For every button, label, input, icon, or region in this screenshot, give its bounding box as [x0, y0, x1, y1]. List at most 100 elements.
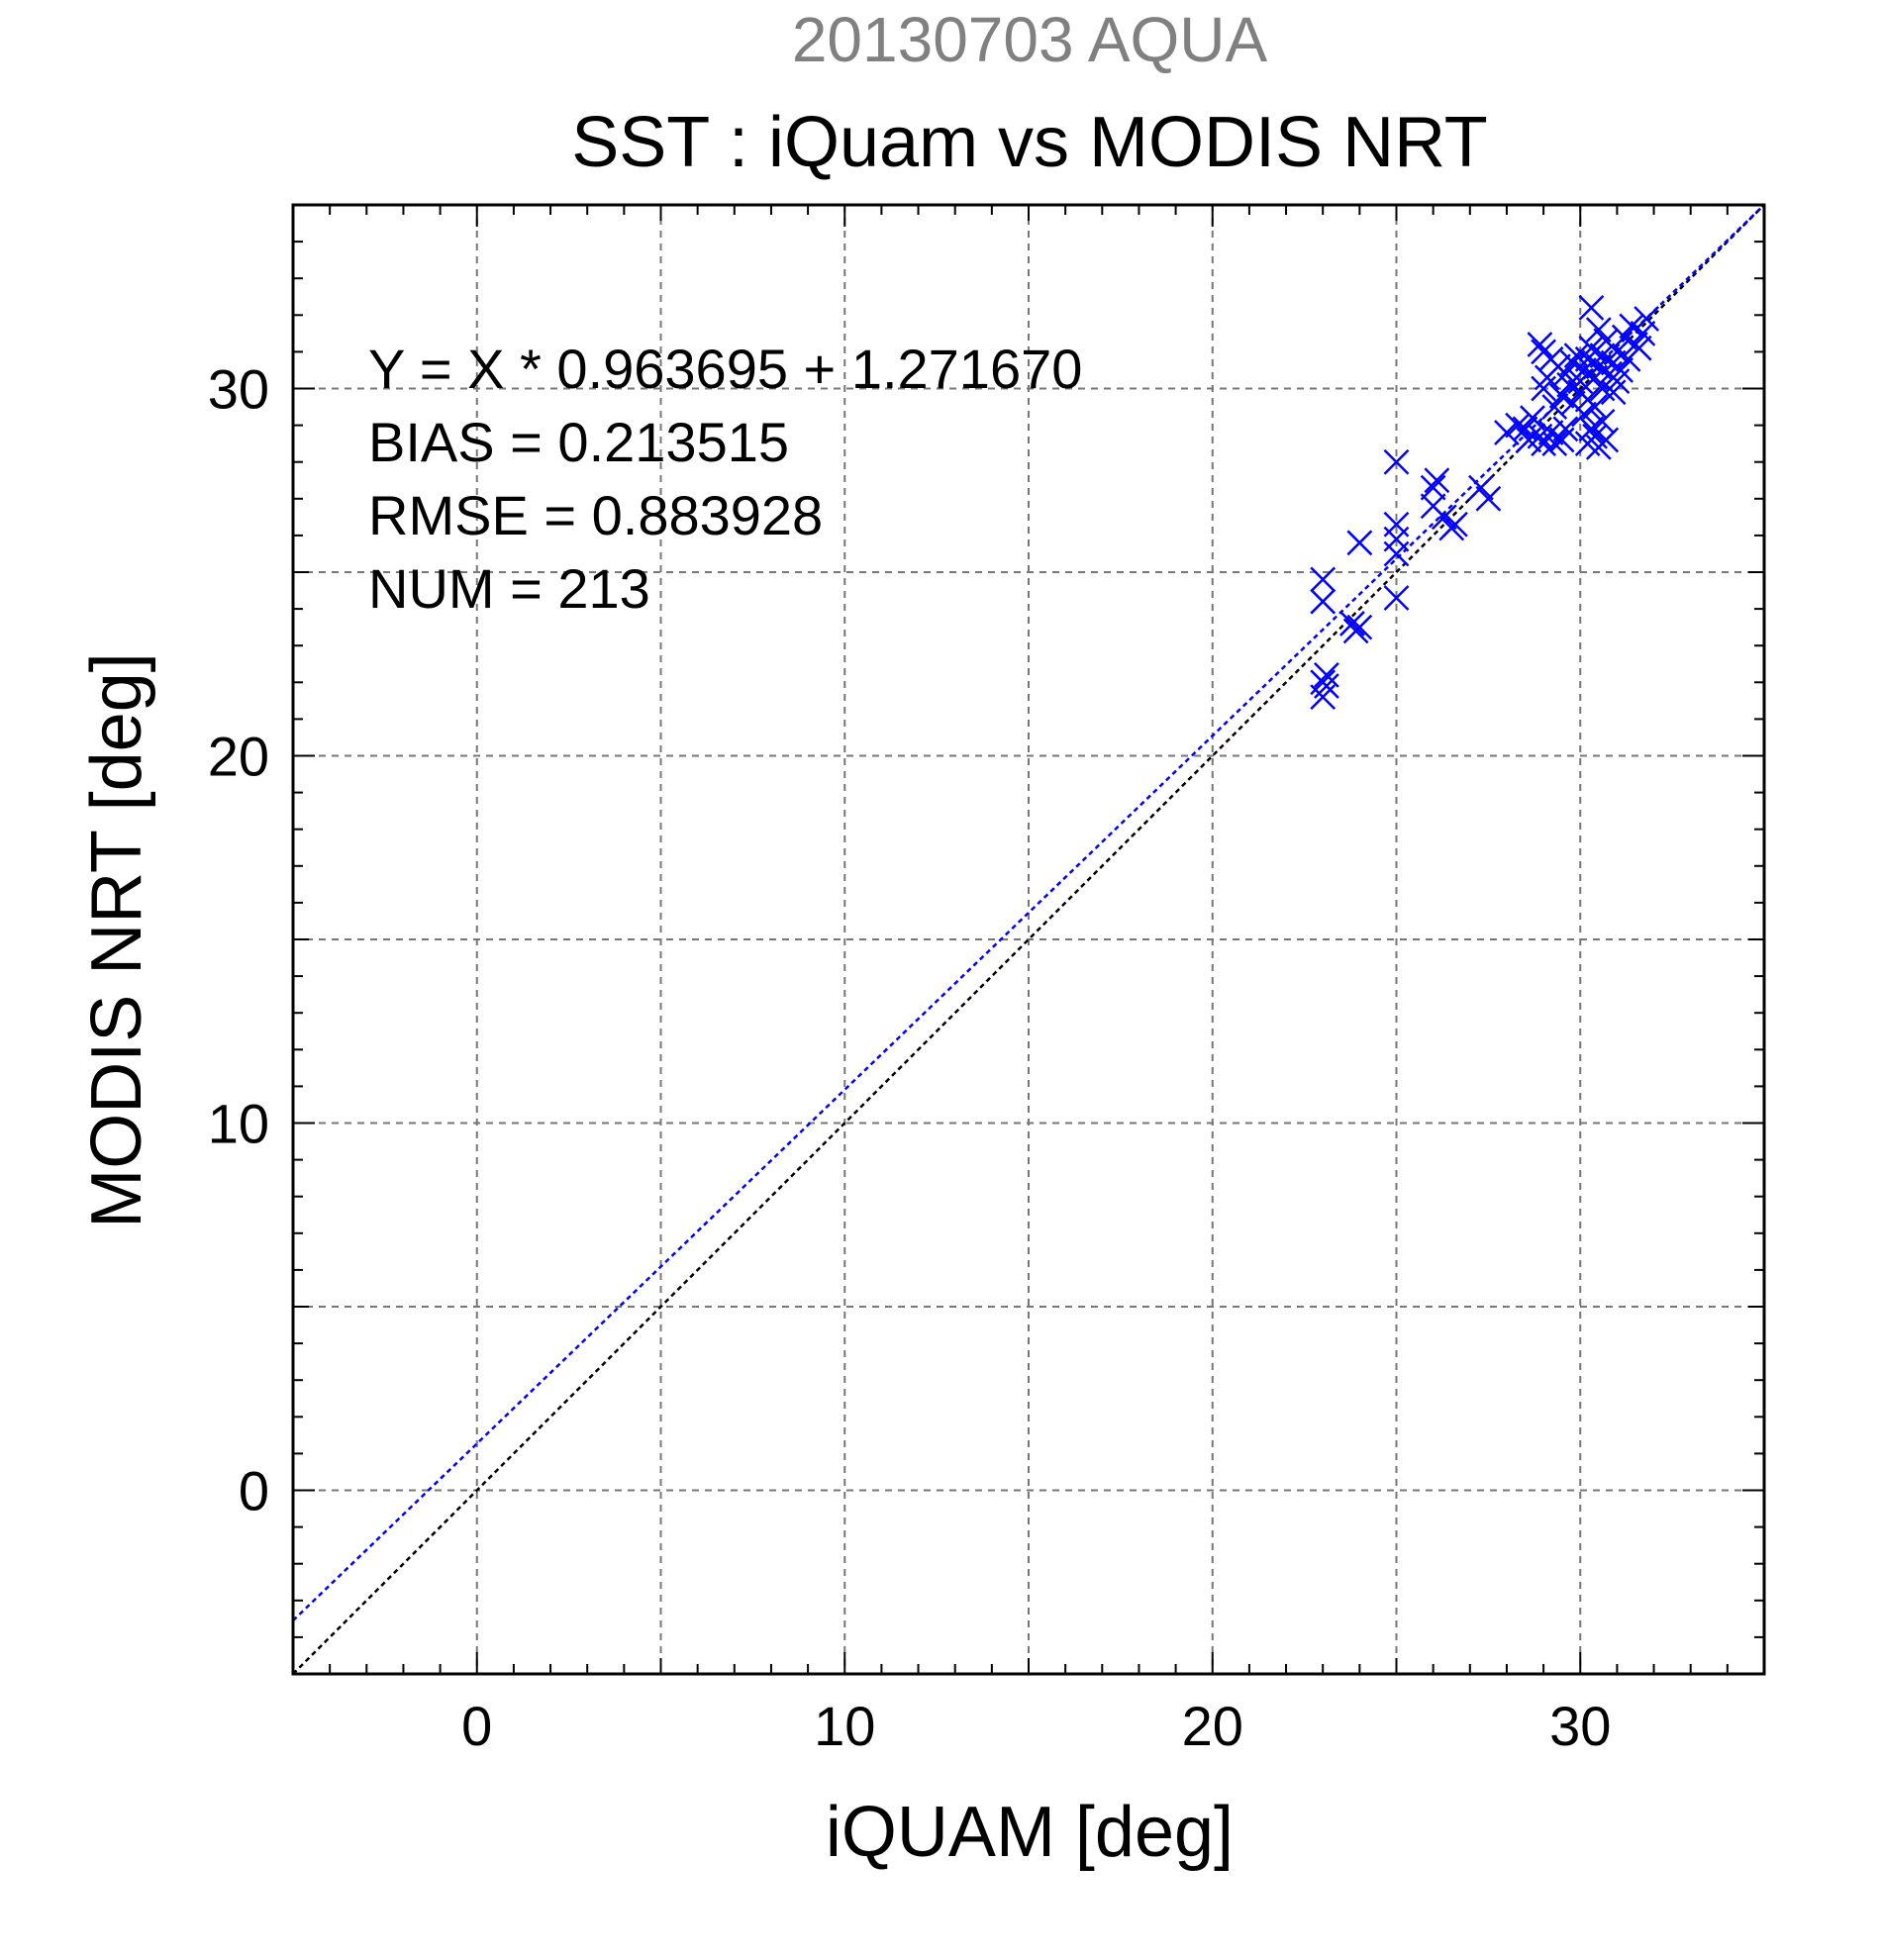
data-point	[1383, 540, 1410, 567]
data-point-stroke	[1537, 420, 1564, 445]
data-point-stroke	[1339, 611, 1365, 637]
data-point	[1578, 294, 1605, 321]
data-points	[1310, 294, 1660, 711]
data-point-stroke	[1505, 412, 1531, 439]
data-point	[1582, 394, 1608, 420]
data-point-stroke	[1531, 375, 1556, 402]
data-point	[1578, 335, 1605, 361]
data-point	[1346, 530, 1373, 556]
data-point	[1630, 320, 1656, 346]
data-point-stroke	[1611, 324, 1637, 350]
data-point	[1531, 375, 1556, 402]
data-point-stroke	[1541, 431, 1568, 457]
data-point-stroke	[1589, 343, 1616, 368]
data-point-stroke	[1571, 401, 1597, 428]
data-point-stroke	[1512, 416, 1538, 442]
data-point-stroke	[1552, 416, 1579, 442]
x-tick-label: 0	[461, 1695, 492, 1757]
data-point-stroke	[1559, 349, 1586, 376]
data-point	[1600, 379, 1627, 406]
annotation-rmse: RMSE = 0.883928	[368, 484, 823, 546]
data-point-stroke	[1442, 511, 1468, 538]
x-tick-label: 20	[1182, 1695, 1243, 1757]
data-point	[1527, 332, 1553, 357]
regression-line	[292, 204, 1765, 1621]
data-point-stroke	[1600, 379, 1627, 406]
data-point	[1442, 511, 1468, 538]
data-point-stroke	[1342, 618, 1369, 644]
data-point-stroke	[1314, 661, 1339, 688]
data-point-stroke	[1589, 409, 1616, 435]
data-point-stroke	[1578, 416, 1605, 442]
y-axis-label: MODIS NRT [deg]	[77, 652, 156, 1228]
data-point	[1552, 416, 1579, 442]
data-point-stroke	[1310, 566, 1336, 593]
data-point-stroke	[1626, 335, 1652, 361]
data-point-stroke	[1630, 320, 1656, 346]
y-tick-label: 20	[208, 726, 269, 788]
x-axis-label: iQUAM [deg]	[826, 1793, 1234, 1872]
data-point-stroke	[1383, 448, 1410, 475]
data-point-stroke	[1310, 588, 1336, 615]
data-point	[1574, 431, 1601, 457]
plot-frame	[291, 203, 1766, 1676]
data-point	[1383, 585, 1410, 611]
data-point-stroke	[1585, 317, 1612, 343]
data-point	[1310, 684, 1336, 711]
data-point-stroke	[1420, 474, 1446, 501]
annotation-num: NUM = 213	[368, 557, 650, 620]
data-point	[1626, 335, 1652, 361]
y-tick-label: 0	[239, 1460, 269, 1522]
data-point	[1339, 611, 1365, 637]
data-point	[1571, 401, 1597, 428]
data-point	[1589, 343, 1616, 368]
annotation-regression: Y = X * 0.963695 + 1.271670	[368, 338, 1082, 400]
data-point-stroke	[1578, 294, 1605, 321]
data-point	[1342, 618, 1369, 644]
x-tick-label: 30	[1549, 1695, 1611, 1757]
chart-subtitle: 20130703 AQUA	[792, 4, 1268, 75]
data-point-stroke	[1431, 504, 1457, 531]
data-point	[1475, 485, 1502, 512]
data-point-stroke	[1346, 530, 1373, 556]
data-point	[1431, 504, 1457, 531]
tick-marks	[293, 205, 1764, 1674]
data-point	[1310, 588, 1336, 615]
chart-title: SST : iQuam vs MODIS NRT	[571, 103, 1488, 182]
data-point	[1383, 448, 1410, 475]
data-point	[1608, 357, 1634, 383]
data-point	[1585, 317, 1612, 343]
grid-lines	[293, 205, 1764, 1674]
data-point	[1589, 409, 1616, 435]
data-point-stroke	[1424, 467, 1450, 494]
stats-annotations: Y = X * 0.963695 + 1.271670 BIAS = 0.213…	[368, 338, 1082, 620]
data-point-stroke	[1574, 431, 1601, 457]
data-point-stroke	[1527, 332, 1553, 357]
data-point	[1505, 412, 1531, 439]
data-point-stroke	[1548, 383, 1575, 409]
annotation-bias: BIAS = 0.213515	[368, 411, 789, 473]
data-point-stroke	[1494, 420, 1520, 445]
data-point	[1424, 467, 1450, 494]
data-point-stroke	[1383, 540, 1410, 567]
data-point	[1314, 661, 1339, 688]
data-point	[1634, 306, 1660, 332]
y-tick-label: 10	[208, 1093, 269, 1155]
data-point	[1520, 405, 1545, 432]
data-point-stroke	[1563, 343, 1590, 368]
data-point-stroke	[1578, 335, 1605, 361]
x-tick-label: 10	[814, 1695, 875, 1757]
data-point	[1420, 474, 1446, 501]
data-point-stroke	[1520, 405, 1545, 432]
data-point-stroke	[1552, 360, 1579, 387]
data-point	[1541, 431, 1568, 457]
y-tick-label: 30	[208, 358, 269, 421]
data-point	[1578, 416, 1605, 442]
data-point-stroke	[1468, 474, 1494, 501]
data-point-stroke	[1475, 485, 1502, 512]
data-point-stroke	[1541, 394, 1568, 420]
data-point	[1310, 566, 1336, 593]
data-point-stroke	[1531, 431, 1556, 457]
data-point-stroke	[1383, 585, 1410, 611]
